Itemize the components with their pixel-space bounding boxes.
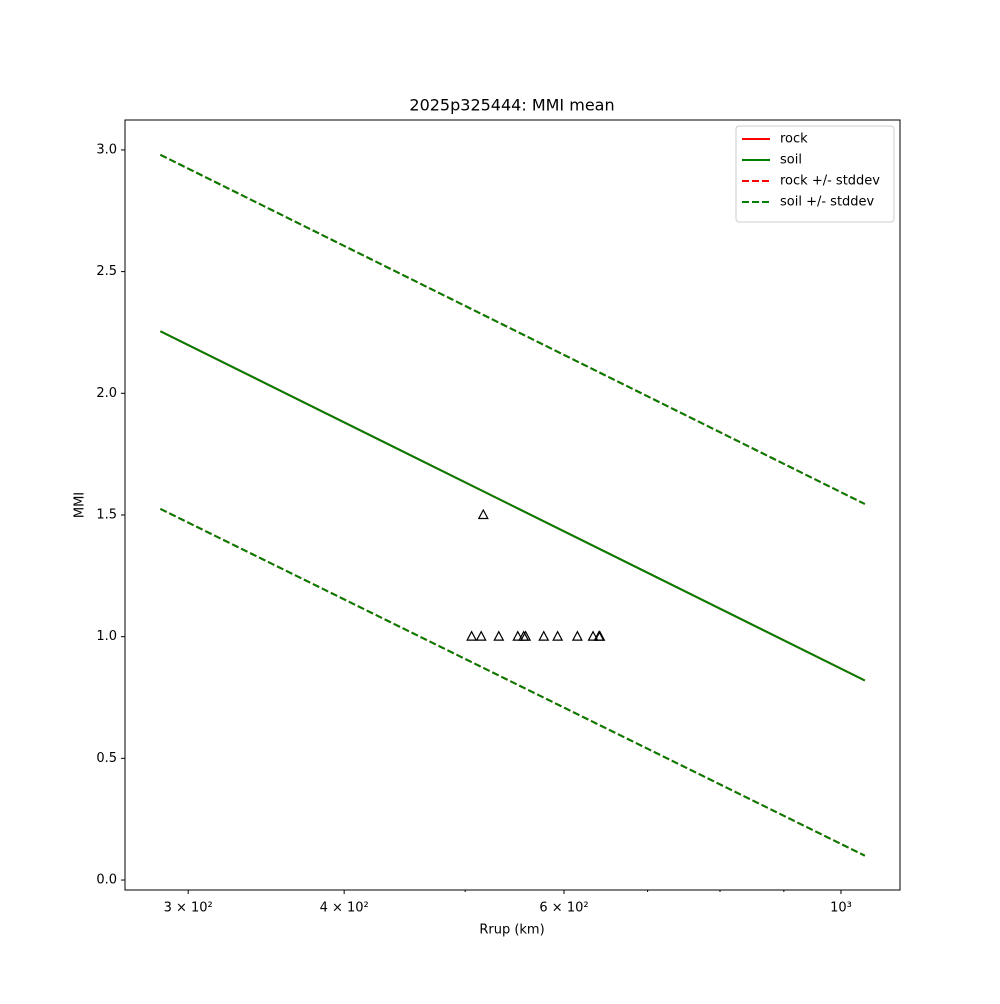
legend-label: soil <box>780 153 802 168</box>
stddev-upper-line <box>159 153 866 505</box>
y-tick-label: 1.5 <box>96 507 117 522</box>
y-tick-label: 3.0 <box>96 142 117 157</box>
legend-box <box>735 125 895 223</box>
x-tick-label: 3 × 10² <box>164 901 213 916</box>
observation-marker <box>552 630 564 641</box>
plot-frame <box>124 119 901 891</box>
observation-marker <box>477 508 489 520</box>
y-tick-label: 2.0 <box>96 386 117 401</box>
legend-label: rock <box>780 132 808 147</box>
legend-label: rock +/- stddev <box>780 174 880 189</box>
chart-title: 2025p325444: MMI mean <box>409 96 614 115</box>
x-tick-label: 4 × 10² <box>320 901 369 916</box>
observation-marker <box>594 630 606 641</box>
observation-marker <box>538 630 550 641</box>
observation-marker <box>512 630 524 641</box>
y-tick-label: 0.5 <box>96 751 117 766</box>
x-tick-label: 6 × 10² <box>539 901 588 916</box>
legend-label: soil +/- stddev <box>780 195 875 210</box>
x-tick-label: 10³ <box>830 901 852 916</box>
y-tick-label: 0.0 <box>96 873 117 888</box>
observation-marker <box>493 630 505 641</box>
observation-marker <box>466 630 478 641</box>
line <box>159 330 866 682</box>
observation-marker <box>475 630 487 641</box>
y-axis-label: MMI <box>73 492 88 518</box>
observation-marker <box>520 630 532 641</box>
legend: rock soil rock +/- stddev soil +/- stddev <box>735 125 895 223</box>
observation-marker <box>587 630 599 641</box>
stddev-lower-line <box>159 507 866 857</box>
y-tick-label: 1.0 <box>96 629 117 644</box>
observation-marker <box>571 630 583 641</box>
x-axis-label: Rrup (km) <box>479 923 544 938</box>
y-tick-label: 2.5 <box>96 264 117 279</box>
